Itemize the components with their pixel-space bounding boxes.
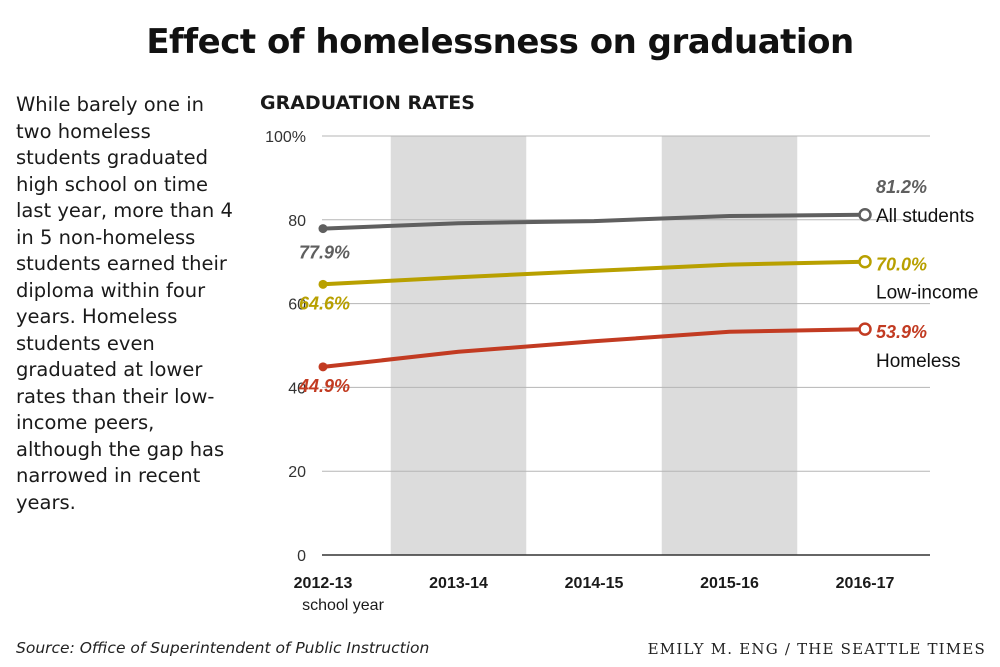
start-label-homeless: 44.9%	[298, 376, 350, 396]
data-point-all-students-4	[858, 208, 872, 222]
source-note: Source: Office of Superintendent of Publ…	[16, 639, 430, 657]
x-tick-label-2013-14: 2013-14	[429, 575, 488, 592]
y-tick-label-100: 100%	[265, 129, 306, 146]
series-line-low-income	[321, 259, 867, 287]
x-tick-label-2014-15: 2014-15	[565, 575, 624, 592]
x-tick-label-2016-17: 2016-17	[836, 575, 895, 592]
y-tick-label-60: 60	[288, 297, 306, 314]
chart-title: Effect of homelessness on graduation	[146, 22, 854, 62]
series-name-low-income: Low-income	[876, 283, 978, 304]
shaded-band-2015-16	[661, 136, 798, 555]
y-tick-label-40: 40	[288, 380, 306, 397]
shaded-band-2013-14	[390, 136, 527, 555]
end-label-low-income: 70.0%	[876, 255, 927, 275]
start-label-all-students: 77.9%	[299, 243, 350, 263]
series-line-all-students	[321, 212, 867, 231]
start-label-low-income: 64.6%	[299, 293, 350, 313]
intro-text: While barely one in two homeless student…	[16, 93, 233, 514]
x-tick-label-2012-13: 2012-13	[294, 575, 353, 592]
end-label-all-students: 81.2%	[876, 177, 927, 197]
end-label-homeless: 53.9%	[876, 322, 927, 342]
x-tick-label-2015-16: 2015-16	[700, 575, 759, 592]
series-line-homeless	[321, 327, 867, 369]
credit-line: EMILY M. ENG / THE SEATTLE TIMES	[647, 640, 986, 658]
series-name-homeless: Homeless	[876, 351, 960, 372]
y-tick-label-0: 0	[297, 548, 306, 565]
y-tick-label-80: 80	[288, 213, 306, 230]
data-point-low-income-4	[858, 254, 872, 269]
data-point-homeless-4	[858, 322, 872, 336]
chart-heading: GRADUATION RATES	[260, 92, 475, 114]
data-point-low-income-0	[318, 279, 328, 289]
series-name-all-students: All students	[876, 206, 974, 227]
y-tick-label-20: 20	[288, 464, 306, 481]
x-axis-label: school year	[302, 597, 384, 614]
data-point-all-students-0	[318, 224, 328, 234]
data-point-homeless-0	[318, 362, 328, 372]
